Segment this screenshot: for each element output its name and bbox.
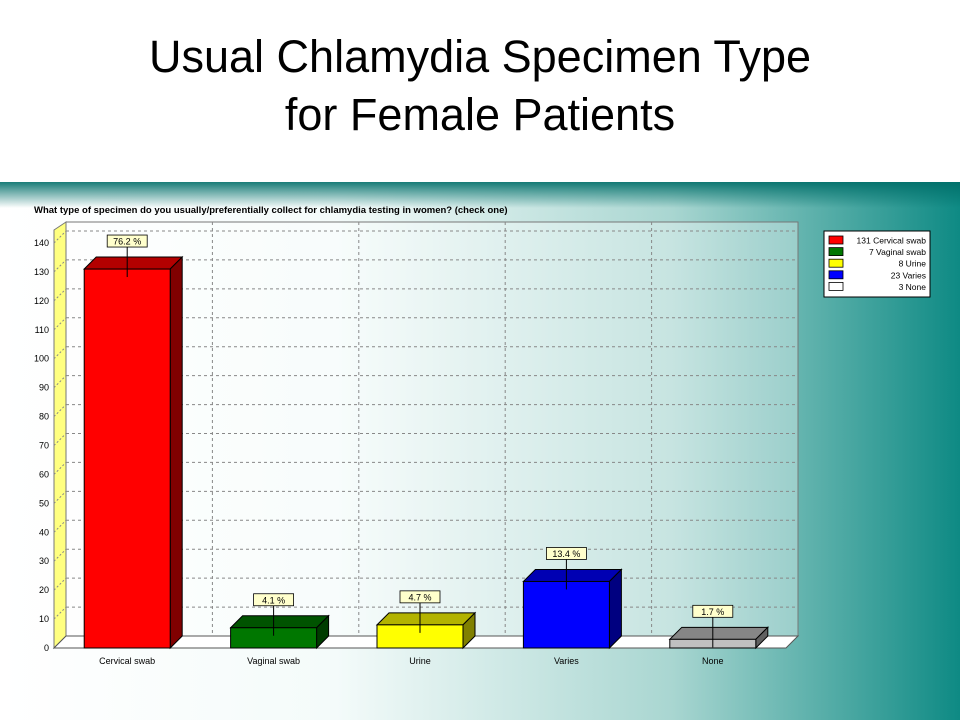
data-label-box: [253, 593, 295, 607]
data-label: 76.2 %: [113, 237, 141, 247]
data-label-box: [399, 590, 441, 604]
y-tick-label: 90: [39, 383, 49, 393]
data-label: 1.7 %: [701, 607, 724, 617]
bar-top: [668, 626, 770, 640]
chart-title: What type of specimen do you usually/pre…: [34, 205, 508, 216]
data-label: 4.1 %: [262, 595, 285, 605]
x-tick-label: Urine: [409, 656, 431, 666]
bar-side: [169, 255, 183, 650]
x-tick-label: Varies: [554, 656, 579, 666]
legend-entry: 7 Vaginal swab: [869, 247, 926, 257]
y-tick-label: 100: [34, 354, 49, 364]
slide-title: Usual Chlamydia Specimen Type for Female…: [0, 28, 960, 144]
slide-title-line-2: for Female Patients: [284, 89, 676, 140]
plot-area: 0 10 20 30 40 50 60 70 80 90 100 110 120 130 140 76.2 %…: [34, 221, 800, 666]
y-tick-label: 70: [39, 441, 49, 451]
gridline-side: [53, 404, 67, 417]
legend-swatch: [828, 258, 844, 268]
y-tick-label: 80: [39, 412, 49, 422]
legend-entry: 8 Urine: [899, 259, 927, 269]
gridline-side: [53, 491, 67, 504]
data-label-box: [106, 234, 148, 248]
gridline-side: [53, 375, 67, 388]
y-tick-label: 0: [44, 643, 49, 653]
data-label-box: [546, 547, 587, 560]
bar-top: [375, 612, 477, 626]
back-wall: [65, 221, 799, 637]
data-label: 4.7 %: [408, 592, 431, 602]
x-tick-label: Vaginal swab: [247, 656, 300, 666]
y-tick-label: 50: [39, 498, 49, 508]
y-tick-label: 110: [35, 325, 49, 335]
legend-entry: 3 None: [899, 282, 927, 292]
legend-entry: 131 Cervical swab: [857, 236, 927, 246]
gridline-side: [53, 317, 67, 331]
gridline-side: [53, 606, 67, 620]
bar: [522, 580, 610, 649]
y-tick-label: 30: [39, 556, 49, 566]
bar: [83, 268, 171, 649]
gridline-side: [53, 548, 67, 562]
y-tick-label: 140: [34, 238, 49, 248]
gridline-side: [53, 462, 67, 475]
legend-entry: 23 Varies: [891, 270, 926, 280]
gridline-side: [53, 288, 67, 302]
data-label: 13.4 %: [552, 549, 580, 559]
legend-swatch: [828, 235, 844, 245]
y-tick-label: 10: [39, 614, 49, 624]
data-label-box: [692, 604, 734, 618]
legend-swatch: [828, 281, 844, 291]
gridline-side: [53, 259, 67, 273]
gridline-side: [53, 433, 67, 446]
legend-swatch: [828, 270, 844, 280]
bar-top: [82, 256, 184, 270]
slide-title-line-1: Usual Chlamydia Specimen Type: [149, 31, 811, 82]
y-tick-label: 40: [39, 527, 49, 537]
bar-side: [608, 568, 622, 650]
y-tick-label: 20: [39, 585, 49, 595]
gridline-side: [53, 230, 67, 244]
gridline-side: [53, 577, 67, 591]
y-tick-label: 130: [34, 267, 49, 277]
x-tick-label: None: [702, 656, 724, 666]
x-tick-label: Cervical swab: [99, 656, 155, 666]
legend-swatch: [828, 247, 844, 257]
bar-top: [229, 615, 330, 629]
y-tick-label: 120: [34, 296, 49, 306]
gridline-side: [53, 346, 67, 360]
gridline-side: [53, 519, 67, 533]
y-tick-label: 60: [39, 469, 49, 479]
bar-top: [522, 568, 623, 582]
